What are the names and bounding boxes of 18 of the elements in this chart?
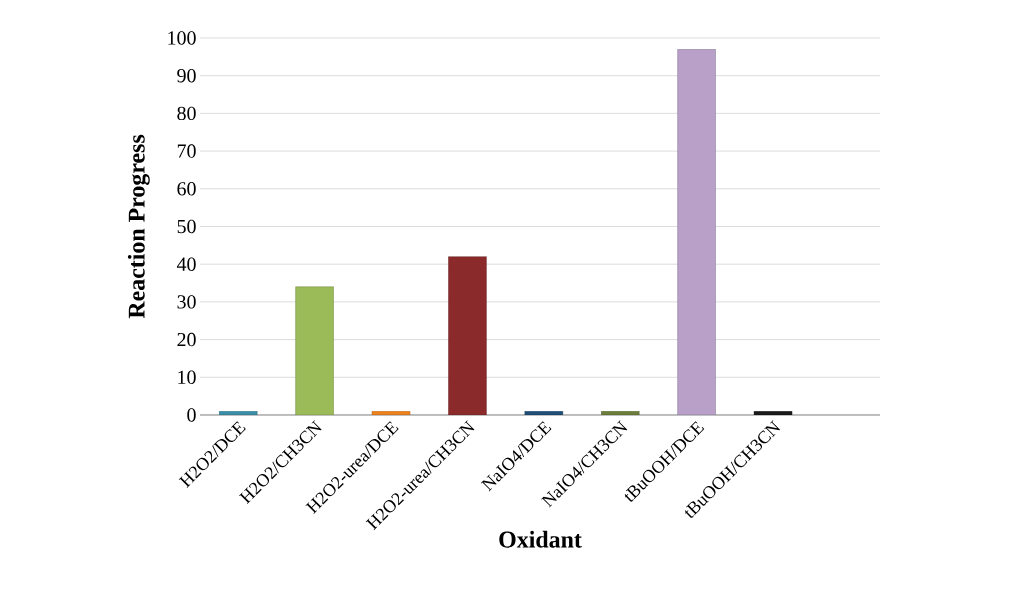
y-tick-label: 30 bbox=[177, 295, 196, 309]
bar bbox=[219, 411, 258, 415]
y-tick-label: 90 bbox=[177, 68, 196, 83]
y-tick-label: 20 bbox=[177, 332, 196, 347]
bar bbox=[677, 49, 716, 415]
y-axis-title: Reaction Progress bbox=[127, 134, 150, 319]
y-tick-label: 100 bbox=[168, 31, 196, 45]
bar bbox=[295, 286, 334, 415]
y-tick-label: 80 bbox=[177, 106, 196, 121]
x-axis-title: Oxidant bbox=[499, 530, 582, 548]
y-tick-label: 0 bbox=[187, 408, 196, 422]
y-tick-label: 50 bbox=[177, 219, 196, 234]
y-tick-label: 10 bbox=[178, 370, 196, 384]
y-tick-label: 70 bbox=[177, 144, 196, 158]
y-tick-label: 40 bbox=[176, 257, 196, 271]
y-tick-label: 60 bbox=[177, 182, 196, 196]
bar bbox=[448, 256, 487, 415]
bar bbox=[601, 411, 640, 415]
